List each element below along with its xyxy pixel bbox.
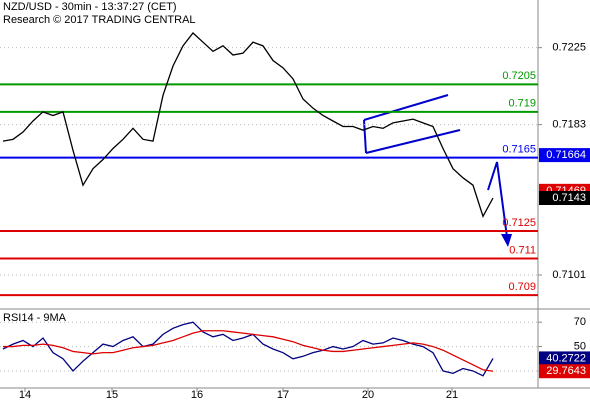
series-line bbox=[3, 330, 494, 372]
value-box bbox=[539, 351, 590, 366]
x-tick-label: 20 bbox=[362, 389, 374, 400]
x-tick-label: 16 bbox=[191, 389, 203, 400]
chart-title: NZD/USD - 30min - 13:37:27 (CET) bbox=[3, 1, 177, 13]
forecast-arrow bbox=[487, 161, 512, 247]
channel bbox=[363, 94, 461, 154]
y-tick-label: 0.7101 bbox=[552, 269, 586, 281]
value-box-label: 0.7143 bbox=[552, 192, 586, 204]
level-label: 0.7165 bbox=[502, 144, 536, 156]
y-tick-label: 50 bbox=[574, 340, 586, 352]
value-box-label: 29.7643 bbox=[546, 365, 586, 377]
price-line bbox=[2, 32, 494, 218]
value-box-label: 40.2722 bbox=[546, 352, 586, 364]
x-tick-label: 17 bbox=[277, 389, 289, 400]
y-tick-label: 70 bbox=[574, 316, 586, 328]
value-box bbox=[539, 148, 590, 163]
level-label: 0.7125 bbox=[502, 217, 536, 229]
level-label: 0.711 bbox=[509, 244, 536, 256]
y-tick-label: 0.7225 bbox=[552, 42, 586, 54]
x-tick-label: 15 bbox=[106, 389, 118, 400]
level-label: 0.719 bbox=[508, 98, 536, 110]
value-box bbox=[539, 364, 590, 379]
y-tick-label: 0.7183 bbox=[552, 119, 586, 131]
level-label: 0.709 bbox=[508, 281, 536, 293]
x-tick-label: 14 bbox=[19, 389, 31, 400]
value-box-label: 0.71664 bbox=[546, 149, 586, 161]
level-label: 0.7205 bbox=[502, 70, 536, 82]
chart-subtitle: Research © 2017 TRADING CENTRAL bbox=[3, 14, 196, 26]
panel-title: RSI14 - 9MA bbox=[3, 312, 67, 324]
x-tick-label: 21 bbox=[446, 389, 458, 400]
value-box bbox=[539, 191, 590, 205]
